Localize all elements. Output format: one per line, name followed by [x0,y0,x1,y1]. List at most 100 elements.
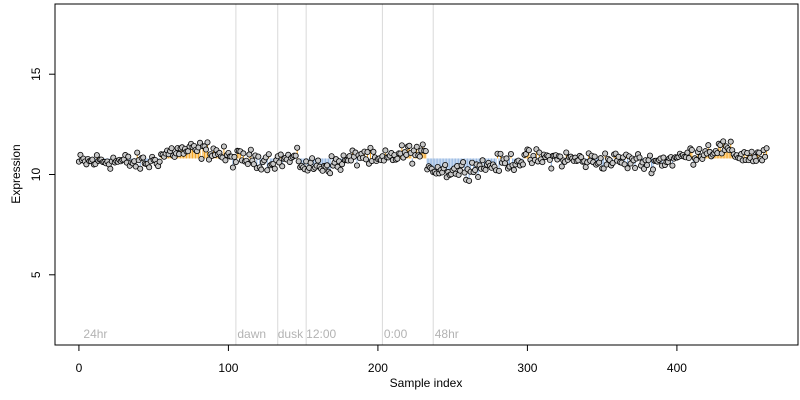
data-point [496,167,503,174]
data-point [265,151,272,158]
data-point [636,154,643,161]
region-label-noon: 12:00 [306,327,336,341]
data-point [507,150,514,157]
data-point [442,161,449,168]
data-point [479,157,486,164]
data-point [497,150,504,157]
data-point [591,153,598,160]
data-point [222,157,229,164]
data-point [367,144,374,151]
data-point [370,148,377,155]
data-point [264,167,271,174]
data-point [696,145,703,152]
data-point [557,153,564,160]
data-point [279,163,286,170]
plot-frame [54,3,799,346]
data-point [146,164,153,171]
y-tick-label-10: 10 [29,168,43,182]
data-point [220,143,227,150]
data-point [609,160,616,167]
data-point [646,152,653,159]
data-point [482,166,489,173]
data-point [244,161,251,168]
y-axis: 5 10 15 [29,67,56,278]
data-point [763,145,770,152]
data-point [600,165,607,172]
data-point [156,158,163,165]
y-axis-title: Expression [9,144,23,203]
data-point [649,166,656,173]
data-point [705,142,712,149]
data-point [548,165,555,172]
data-point [597,155,604,162]
data-point [328,153,335,160]
data-point [198,155,205,162]
data-point [525,147,532,154]
data-point [271,165,278,172]
data-point [277,151,284,158]
data-point [409,160,416,167]
data-point [353,162,360,169]
x-tick-label-200: 200 [368,361,388,375]
data-point [632,165,639,172]
data-point [229,164,236,171]
data-point [693,156,700,163]
data-point [582,164,589,171]
region-dividers [235,4,434,345]
x-axis: 0 100 200 300 400 [76,344,687,375]
data-point [688,146,695,153]
data-point [558,163,565,170]
data-point [140,154,147,161]
data-point [546,156,553,163]
region-labels: 24hr dawn dusk 12:00 0:00 48hr [83,327,458,341]
x-tick-label-400: 400 [667,361,687,375]
data-point [762,153,769,160]
data-point [394,155,401,162]
data-point [309,155,316,162]
data-point [327,170,334,177]
data-point [472,167,479,174]
x-tick-label-0: 0 [76,361,83,375]
data-points [75,138,770,184]
data-point [539,159,546,166]
data-point [519,161,526,168]
region-label-dawn: dawn [237,327,266,341]
data-point [247,146,254,153]
data-point [125,153,132,160]
x-axis-title: Sample index [390,376,463,390]
data-point [621,161,628,168]
data-point [168,145,175,152]
data-point [756,149,763,156]
data-point [720,138,727,145]
data-point [406,142,413,149]
region-label-24hr: 24hr [83,327,107,341]
data-point [202,146,209,153]
data-point [644,162,651,169]
data-point [419,141,426,148]
data-point [398,142,405,149]
data-point [231,153,238,160]
data-point [669,162,676,169]
data-point [294,144,301,151]
data-point [232,159,239,166]
data-point [364,149,371,156]
data-point [413,143,420,150]
data-point [255,153,262,160]
region-label-dusk: dusk [278,327,304,341]
data-point [324,162,331,169]
data-point [250,161,257,168]
data-point [362,156,369,163]
data-point [563,149,570,156]
y-tick-label-15: 15 [29,67,43,81]
data-point [134,149,141,156]
data-point [475,174,482,181]
data-point [382,147,389,154]
data-point [748,148,755,155]
data-point [422,148,429,155]
y-tick-label-5: 5 [29,271,43,278]
data-point [503,155,510,162]
data-point [602,150,609,157]
data-point [624,165,631,172]
data-point [337,166,344,173]
data-point [292,152,299,159]
